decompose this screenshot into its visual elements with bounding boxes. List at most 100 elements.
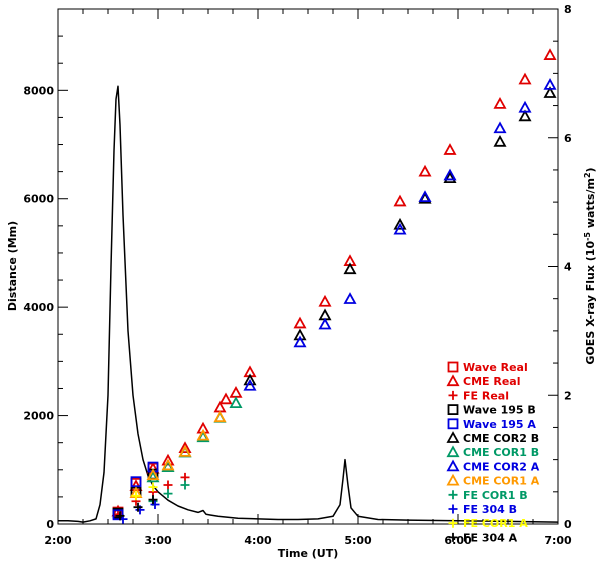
legend-label: CME COR1 A [463,475,540,488]
legend-marker-fe-cor1-b [448,490,458,500]
point-cme-cor1-a [146,468,160,481]
point-cme-cor2-b [293,328,307,341]
legend-label: CME Real [463,375,521,388]
series-fe-real [113,472,190,519]
point-cme-cor2-a [518,100,532,113]
point-cme-cor2-b [518,109,532,122]
axis-ticks-layer: 2:00 3:00 4:00 5:00 6:00 7:000200040006000800… [23,3,572,547]
legend-label: Wave 195 A [463,418,536,431]
series-cme-cor1-b [146,396,243,483]
point-cme-real [393,194,407,207]
y2-title-exp-1: -5 [583,232,592,241]
data-points-layer [111,48,557,524]
point-fe-cor1-b [180,480,190,490]
legend-label: CME COR1 B [463,446,539,459]
y-tick-label: 4000 [23,301,54,314]
legend-label: Wave 195 B [463,404,536,417]
x-tick-label: 7:00 [544,534,572,547]
point-cme-cor1-a [161,458,175,471]
point-cme-cor2-a [318,317,332,330]
series-fe-cor1-a [131,482,158,501]
x-tick-label: 5:00 [344,534,372,547]
legend-item-fe-real: FE Real [448,389,509,402]
point-cme-cor1-b [146,470,160,483]
y2-tick-label: 2 [564,389,572,402]
y-tick-label: 6000 [23,193,54,206]
point-cme-real [418,164,432,177]
point-fe-304-a [115,511,125,521]
y2-tick-label: 6 [564,132,572,145]
legend-item-fe-cor1-a: FE COR1 A [448,517,528,530]
point-cme-real [161,453,175,466]
point-cme-cor1-a [196,428,210,441]
y2-title-part-2: watts/m [584,178,597,232]
y-axis-title: Distance (Mm) [6,221,19,311]
point-cme-cor2-b [393,217,407,230]
point-cme-real [219,392,233,405]
series-fe-304-a [115,495,158,521]
point-cme-real [493,97,507,109]
point-fe-real [180,472,190,482]
legend-label: FE 304 B [463,503,517,516]
point-cme-real [443,143,457,155]
legend-label: CME COR2 B [463,432,539,445]
point-cme-cor2-a [243,378,257,391]
point-cme-cor2-a [493,121,507,134]
point-fe-cor1-a [131,491,141,501]
point-cme-cor2-a [543,78,557,90]
legend-item-cme-real: CME Real [446,374,521,388]
point-cme-real [178,441,192,454]
legend-item-cme-cor2-b: CME COR2 B [446,431,539,445]
legend-marker-wave-195-a [447,418,459,430]
x-tick-label: 2:00 [44,534,72,547]
point-cme-cor2-a [418,190,432,203]
point-fe-304-a [148,495,158,505]
legend-item-cme-cor1-b: CME COR1 B [446,445,539,459]
point-cme-cor1-a [213,410,227,423]
y2-title-exp-2: 2 [583,172,592,178]
point-cme-cor2-b [243,373,257,386]
legend-item-wave-real: Wave Real [447,361,528,374]
legend-marker-wave-195-b [447,404,459,416]
point-cme-cor2-b [543,86,557,98]
y2-title-part-3: ) [584,167,597,172]
legend-marker-fe-304-b [448,504,458,514]
legend-marker-fe-304-a [448,532,458,542]
point-cme-cor2-b [443,171,457,184]
point-cme-real [318,294,332,307]
y-tick-label: 8000 [23,84,54,97]
y-tick-label: 0 [46,518,54,531]
legend-label: FE 304 A [463,531,518,544]
legend-marker-fe-cor1-a [448,518,458,528]
legend-label: Wave Real [463,361,528,374]
point-fe-304-a [133,502,143,512]
point-cme-real [229,385,243,398]
point-wave-195-a [130,476,142,488]
x-axis-title: Time (UT) [278,547,339,560]
series-cme-cor2-b [243,86,557,386]
legend-marker-cme-cor2-a [446,459,460,472]
legend-marker-cme-real [446,374,460,387]
legend-marker-cme-cor2-b [446,431,460,443]
legend-marker-fe-real [448,390,458,400]
point-cme-cor2-b [343,262,357,275]
point-cme-cor1-b [229,396,243,409]
goes-xray-flux-curve [58,85,559,523]
x-tick-label: 3:00 [144,534,172,547]
point-fe-cor1-b [163,489,173,499]
point-cme-real [543,48,557,60]
point-fe-real [163,480,173,490]
point-cme-cor2-a [443,168,457,181]
point-cme-real [518,72,532,85]
legend-marker-cme-cor1-b [446,445,460,458]
point-cme-cor2-b [493,134,507,147]
y-tick-label: 2000 [23,410,54,423]
legend-label: CME COR2 A [463,460,540,473]
goes-curve-layer [58,85,559,523]
y2-tick-label: 4 [564,261,572,274]
y2-title-part-1: GOES X-ray Flux (10 [584,241,597,365]
x-tick-label: 4:00 [244,534,272,547]
point-fe-cor1-a [148,482,158,492]
